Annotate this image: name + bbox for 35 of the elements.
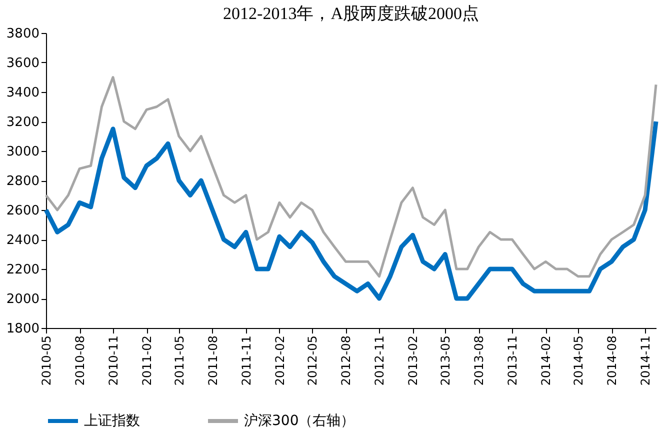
x-tick-label: 2013-11 bbox=[506, 336, 520, 386]
x-tick-label: 2011-05 bbox=[172, 336, 186, 386]
chart-title: 2012-2013年，A股两度跌破2000点 bbox=[223, 4, 479, 23]
x-tick-label: 2012-02 bbox=[272, 336, 287, 386]
x-tick-label: 2012-05 bbox=[306, 336, 320, 386]
x-tick-label: 2014-02 bbox=[539, 336, 554, 386]
y-tick-label: 1800 bbox=[6, 322, 40, 336]
y-tick-label: 3000 bbox=[6, 144, 40, 160]
legend-label: 沪深300（右轴） bbox=[244, 413, 355, 429]
y-tick-label: 2600 bbox=[6, 204, 40, 218]
x-tick-label: 2011-11 bbox=[239, 336, 254, 386]
x-tick-label: 2014-05 bbox=[572, 336, 586, 386]
y-tick-label: 2000 bbox=[6, 292, 40, 307]
y-tick-label: 2200 bbox=[6, 262, 40, 278]
y-tick-label: 3600 bbox=[6, 56, 40, 71]
x-tick-label: 2013-05 bbox=[438, 336, 453, 386]
y-tick-label: 3800 bbox=[6, 26, 40, 42]
x-tick-label: 2012-08 bbox=[339, 336, 354, 386]
y-tick-label: 2800 bbox=[6, 174, 40, 189]
x-tick-label: 2010-08 bbox=[73, 336, 88, 386]
x-tick-label: 2012-11 bbox=[372, 336, 387, 386]
x-tick-label: 2010-05 bbox=[40, 336, 54, 386]
line-series bbox=[44, 76, 658, 278]
line-series bbox=[44, 119, 658, 301]
x-tick-label: 2014-11 bbox=[638, 336, 653, 386]
x-tick-label: 2013-08 bbox=[472, 336, 486, 386]
y-tick-label: 2400 bbox=[6, 233, 40, 248]
x-tick-label: 2014-08 bbox=[605, 336, 620, 386]
x-tick-label: 2010-11 bbox=[106, 336, 121, 386]
x-tick-label: 2011-02 bbox=[140, 336, 154, 386]
legend-label: 上证指数 bbox=[84, 413, 140, 429]
y-tick-label: 3400 bbox=[6, 86, 40, 100]
y-tick-label: 3200 bbox=[6, 115, 40, 130]
x-tick-label: 2011-08 bbox=[206, 336, 220, 386]
x-tick-label: 2013-02 bbox=[406, 336, 420, 386]
